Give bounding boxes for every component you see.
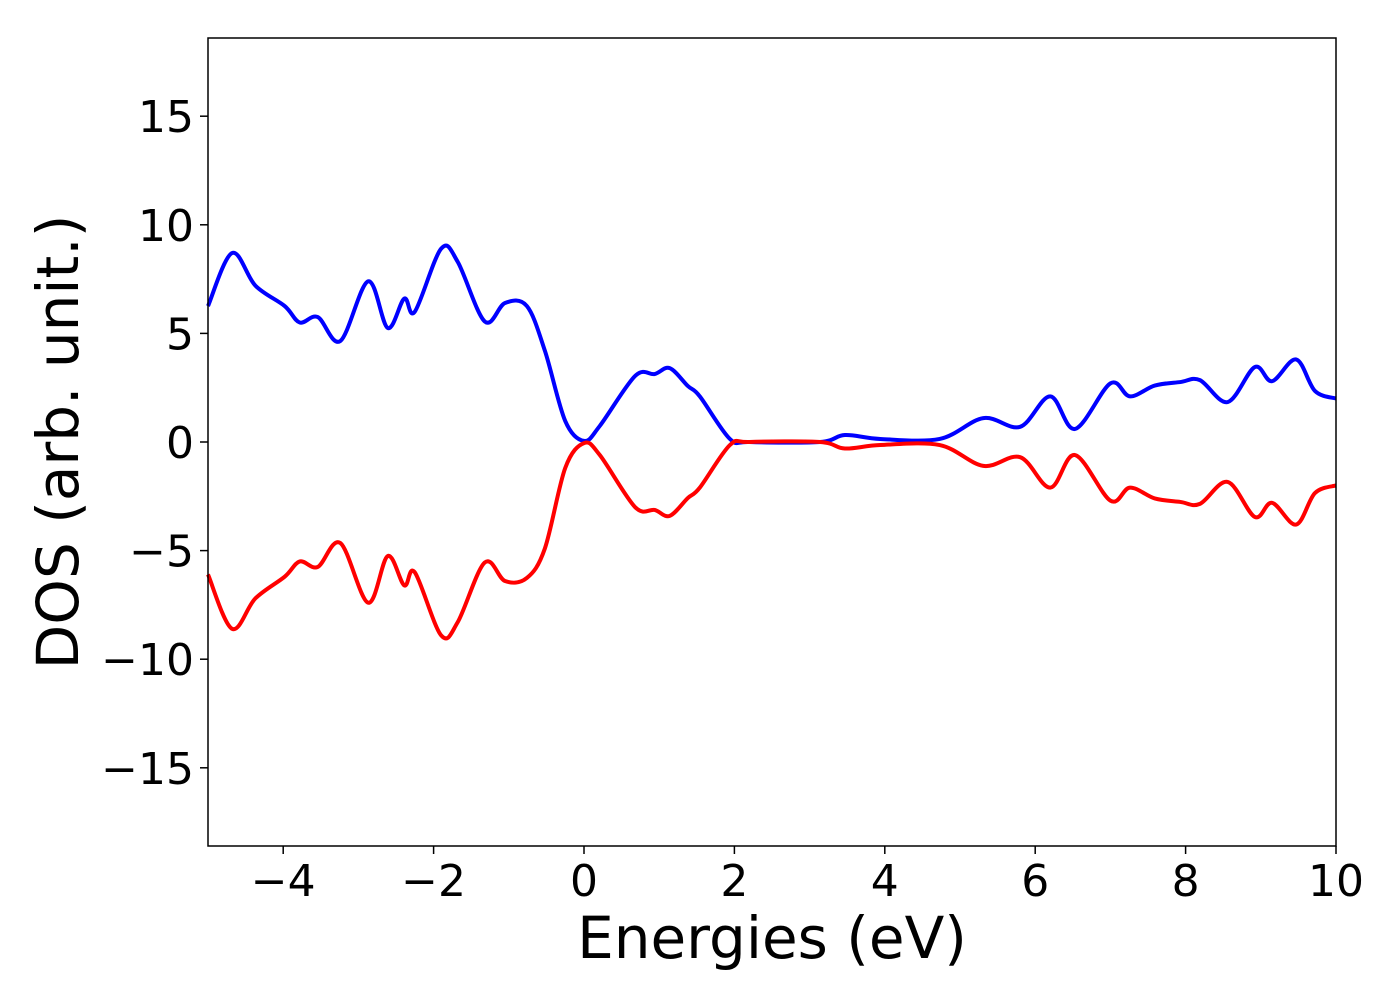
x-tick-label: −4 [251, 856, 316, 907]
x-tick-label: −2 [401, 856, 466, 907]
y-tick-label: 5 [166, 309, 194, 360]
x-tick-label: 8 [1172, 856, 1200, 907]
y-tick-label: 0 [166, 418, 194, 469]
x-tick-label: 10 [1308, 856, 1364, 907]
y-tick-label: −15 [101, 744, 194, 795]
y-tick-label: 10 [138, 201, 194, 252]
line-series [206, 438, 1337, 641]
y-axis-label: DOS (arb. unit.) [24, 215, 92, 670]
x-tick-label: 0 [570, 856, 598, 907]
x-axis-label: Energies (eV) [577, 904, 967, 972]
line-series [206, 243, 1337, 446]
x-tick-label: 4 [871, 856, 899, 907]
plot-frame [207, 37, 1337, 847]
y-tick-label: 15 [138, 92, 194, 143]
x-tick-label: 2 [720, 856, 748, 907]
y-tick-label: −5 [129, 527, 194, 578]
x-tick-label: 6 [1021, 856, 1049, 907]
y-tick-label: −10 [101, 635, 194, 686]
